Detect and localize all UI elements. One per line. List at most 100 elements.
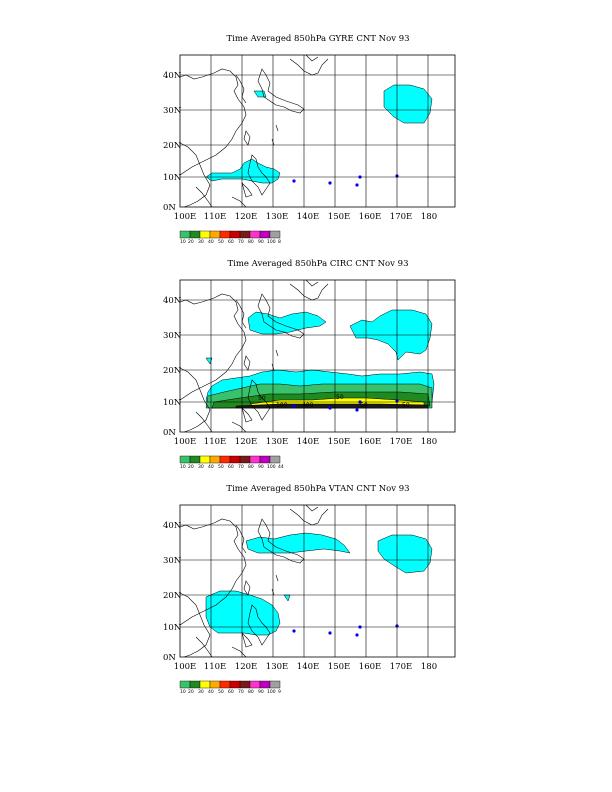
storm-markers — [292, 624, 399, 637]
shaded-region-subtropical — [377, 534, 433, 574]
svg-text:30: 30 — [198, 689, 204, 695]
svg-text:180: 180 — [421, 212, 437, 222]
svg-text:80: 80 — [248, 239, 254, 245]
map-area: 50 100 400 50 50 50 — [179, 279, 456, 433]
colorbar: 10 20 30 40 50 60 70 80 90 100 9 — [179, 680, 281, 695]
svg-text:140E: 140E — [297, 212, 319, 222]
svg-text:10N: 10N — [163, 173, 182, 183]
svg-text:100E: 100E — [174, 212, 196, 222]
svg-text:20N: 20N — [163, 366, 182, 376]
svg-text:100E: 100E — [174, 662, 196, 672]
svg-text:100: 100 — [267, 239, 276, 245]
svg-text:90: 90 — [258, 464, 264, 470]
panel-circ: Time Averaged 850hPa CIRC CNT Nov 93 50 … — [163, 259, 456, 470]
svg-text:110E: 110E — [204, 437, 226, 447]
svg-text:160E: 160E — [359, 212, 381, 222]
svg-text:40N: 40N — [163, 521, 182, 531]
svg-text:40: 40 — [208, 464, 214, 470]
shaded-region-japan — [245, 532, 351, 554]
svg-text:110E: 110E — [204, 662, 226, 672]
shaded-region-black — [235, 403, 429, 409]
y-ticks: 40N 30N 20N 10N 0N — [163, 296, 182, 438]
svg-text:140E: 140E — [297, 662, 319, 672]
coastlines — [179, 54, 329, 208]
svg-text:70: 70 — [238, 464, 244, 470]
svg-text:40N: 40N — [163, 71, 182, 81]
svg-text:110E: 110E — [204, 212, 226, 222]
svg-text:10: 10 — [180, 464, 186, 470]
map-area — [179, 54, 456, 208]
svg-text:50: 50 — [218, 239, 224, 245]
colorbar: 10 20 30 40 50 60 70 80 90 100 8 — [179, 230, 281, 245]
svg-text:10N: 10N — [163, 398, 182, 408]
x-ticks: 100E 110E 120E 130E 140E 150E 160E 170E … — [174, 662, 437, 672]
shaded-region-small — [283, 594, 291, 602]
svg-text:150E: 150E — [328, 212, 350, 222]
svg-text:60: 60 — [228, 239, 234, 245]
svg-text:30N: 30N — [163, 106, 182, 116]
svg-text:150E: 150E — [328, 437, 350, 447]
svg-text:120E: 120E — [235, 437, 257, 447]
svg-text:150E: 150E — [328, 662, 350, 672]
svg-text:20: 20 — [188, 689, 194, 695]
svg-text:130E: 130E — [266, 212, 288, 222]
svg-text:44: 44 — [278, 464, 284, 470]
x-ticks: 100E 110E 120E 130E 140E 150E 160E 170E … — [174, 212, 437, 222]
svg-text:130E: 130E — [266, 437, 288, 447]
svg-text:120E: 120E — [235, 662, 257, 672]
shaded-region-philippines — [205, 590, 281, 636]
svg-text:180: 180 — [421, 437, 437, 447]
gridlines — [180, 280, 455, 432]
svg-text:170E: 170E — [390, 437, 412, 447]
svg-text:0N: 0N — [163, 653, 176, 663]
svg-text:8: 8 — [278, 239, 281, 245]
shaded-region-philippines — [205, 158, 281, 184]
shaded-region-taiwan — [253, 90, 267, 98]
svg-text:160E: 160E — [359, 662, 381, 672]
svg-text:180: 180 — [421, 662, 437, 672]
svg-text:80: 80 — [248, 689, 254, 695]
svg-text:100: 100 — [267, 464, 276, 470]
svg-text:10: 10 — [180, 689, 186, 695]
svg-text:100E: 100E — [174, 437, 196, 447]
panel-title: Time Averaged 850hPa GYRE CNT Nov 93 — [226, 34, 409, 44]
svg-text:9: 9 — [278, 689, 281, 695]
svg-text:20: 20 — [188, 464, 194, 470]
svg-text:160E: 160E — [359, 437, 381, 447]
svg-text:400: 400 — [302, 402, 314, 409]
svg-text:0N: 0N — [163, 203, 176, 213]
svg-text:130E: 130E — [266, 662, 288, 672]
map-area — [179, 504, 456, 658]
svg-text:70: 70 — [238, 689, 244, 695]
panel-title: Time Averaged 850hPa VTAN CNT Nov 93 — [226, 484, 409, 494]
y-ticks: 40N 30N 20N 10N 0N — [163, 71, 182, 213]
colorbar: 10 20 30 40 50 60 70 80 90 100 44 — [179, 455, 284, 470]
coastlines — [179, 279, 329, 433]
gridlines — [180, 505, 455, 657]
panel-title: Time Averaged 850hPa CIRC CNT Nov 93 — [227, 259, 408, 269]
svg-text:70: 70 — [238, 239, 244, 245]
svg-text:90: 90 — [258, 689, 264, 695]
svg-text:30: 30 — [198, 464, 204, 470]
svg-text:50: 50 — [402, 402, 410, 409]
svg-text:120E: 120E — [235, 212, 257, 222]
svg-text:30: 30 — [198, 239, 204, 245]
svg-text:100: 100 — [276, 402, 288, 409]
svg-text:170E: 170E — [390, 662, 412, 672]
svg-text:60: 60 — [228, 464, 234, 470]
svg-text:50: 50 — [258, 395, 266, 402]
shaded-region-japan — [247, 311, 327, 335]
panel-gyre: Time Averaged 850hPa GYRE CNT Nov 93 — [163, 34, 456, 245]
svg-text:50: 50 — [218, 689, 224, 695]
svg-text:90: 90 — [258, 239, 264, 245]
shaded-region-subtropical — [383, 84, 433, 124]
svg-text:40: 40 — [208, 689, 214, 695]
svg-text:10N: 10N — [163, 623, 182, 633]
map-frame — [179, 279, 456, 433]
svg-text:50: 50 — [336, 394, 344, 401]
svg-text:20N: 20N — [163, 141, 182, 151]
gridlines — [180, 55, 455, 207]
svg-text:20N: 20N — [163, 591, 182, 601]
svg-text:40: 40 — [208, 239, 214, 245]
